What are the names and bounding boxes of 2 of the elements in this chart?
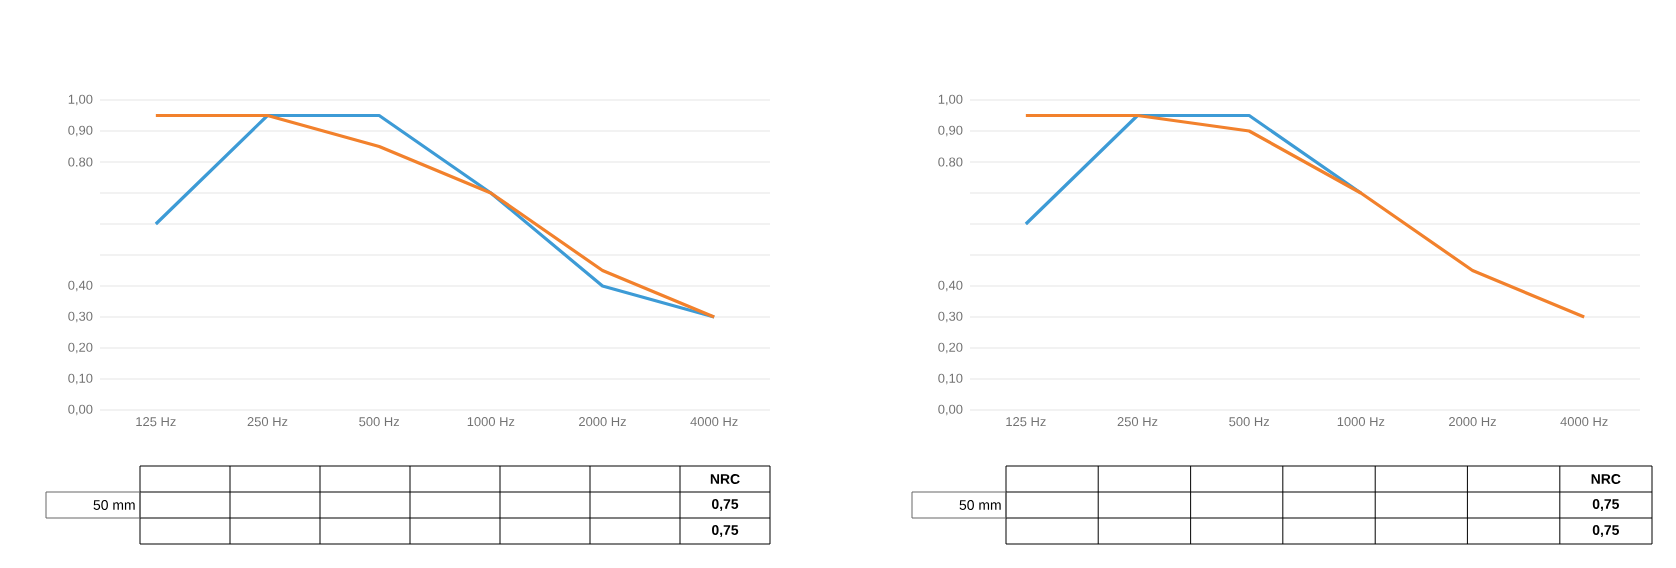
line-series <box>1024 113 1586 319</box>
line-series <box>154 113 716 319</box>
